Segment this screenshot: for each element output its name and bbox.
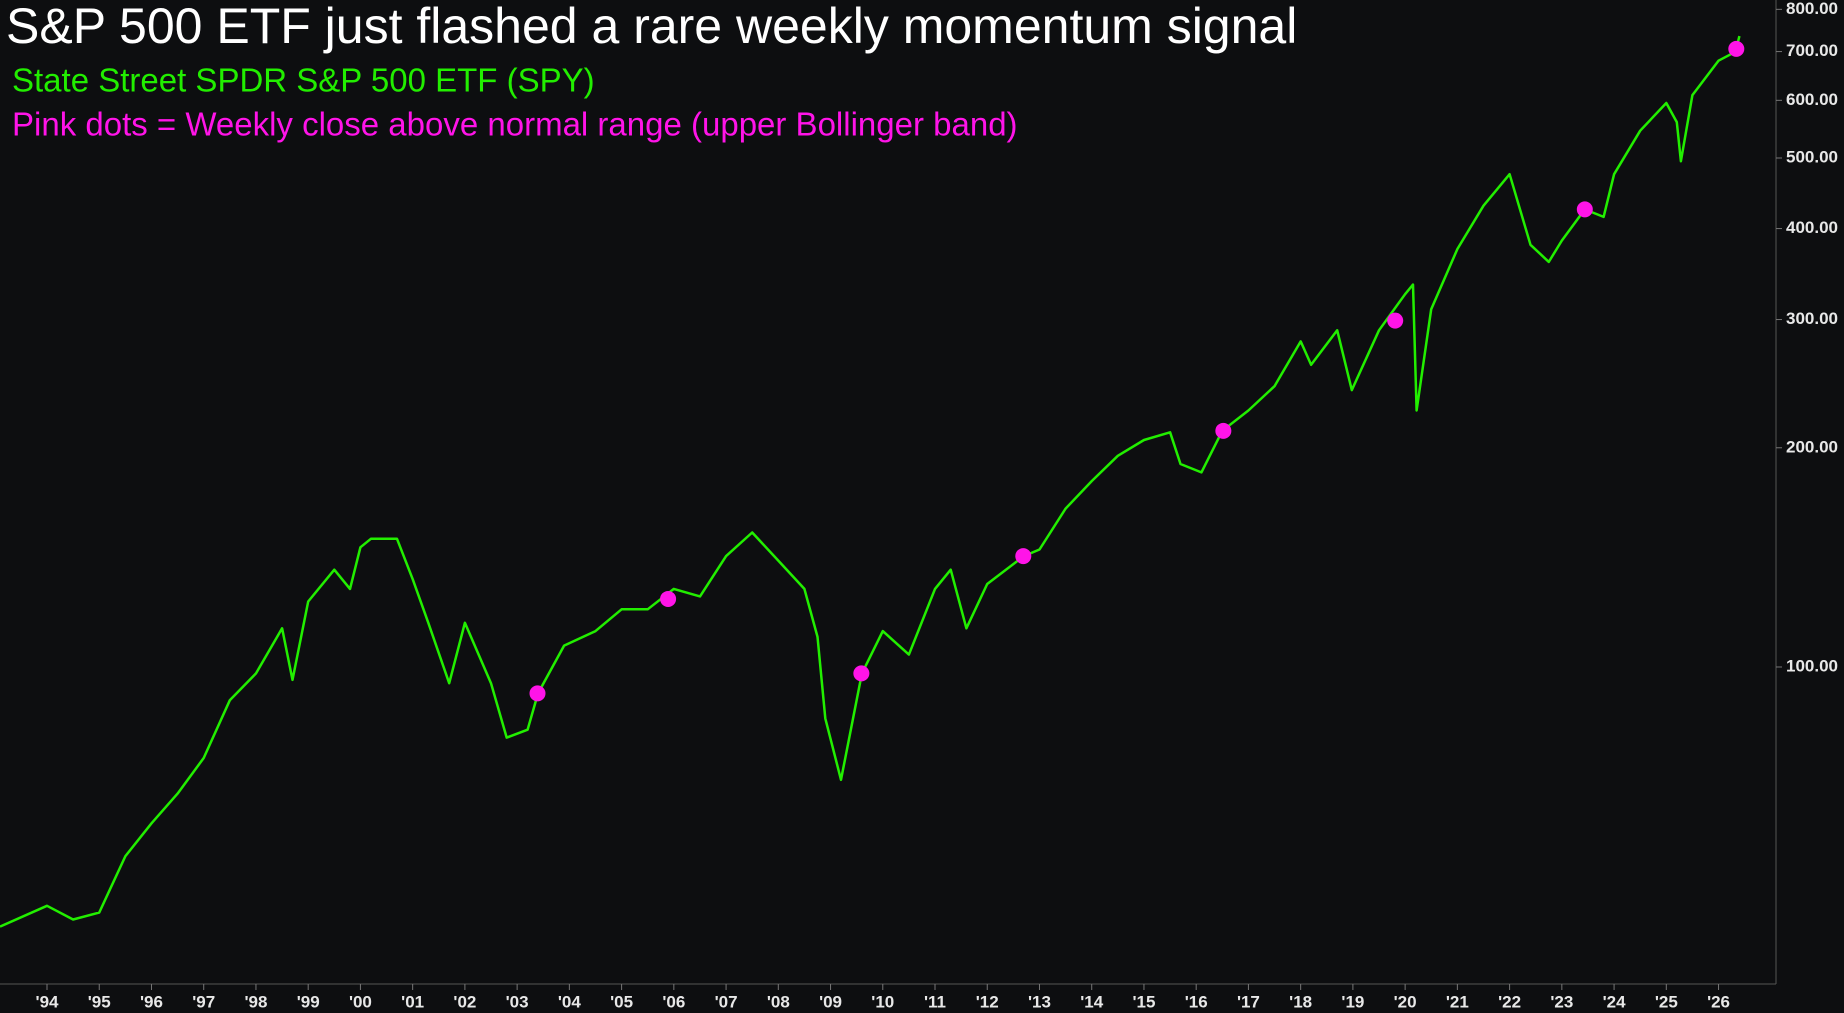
x-tick-label: '16 (1185, 992, 1208, 1011)
x-tick-label: '05 (610, 992, 633, 1011)
x-tick-label: '20 (1394, 992, 1417, 1011)
x-tick-label: '15 (1132, 992, 1155, 1011)
x-tick-label: '01 (401, 992, 424, 1011)
chart-title: S&P 500 ETF just flashed a rare weekly m… (6, 0, 1297, 54)
signal-dot (1215, 422, 1232, 439)
signal-dot (1015, 548, 1032, 565)
y-tick-label: 100.00 (1786, 656, 1838, 675)
x-tick-label: '21 (1446, 992, 1469, 1011)
signal-dot (529, 685, 546, 702)
x-tick-label: '97 (192, 992, 215, 1011)
y-tick-label: 700.00 (1786, 41, 1838, 60)
x-tick-label: '14 (1080, 992, 1103, 1011)
y-tick-label: 400.00 (1786, 218, 1838, 237)
x-tick-label: '12 (976, 992, 999, 1011)
legend-label: State Street SPDR S&P 500 ETF (SPY) (12, 62, 595, 99)
x-tick-label: '04 (558, 992, 581, 1011)
x-tick-label: '19 (1341, 992, 1364, 1011)
annotation: Pink dots = Weekly close above normal ra… (12, 106, 1018, 143)
signal-dot (1387, 312, 1404, 329)
y-tick-label: 300.00 (1786, 309, 1838, 328)
x-tick-label: '22 (1498, 992, 1521, 1011)
y-tick-label: 200.00 (1786, 437, 1838, 456)
x-tick-label: '94 (36, 992, 59, 1011)
x-tick-label: '00 (349, 992, 372, 1011)
y-tick-label: 500.00 (1786, 147, 1838, 166)
x-tick-label: '08 (767, 992, 790, 1011)
x-tick-label: '25 (1655, 992, 1678, 1011)
signal-dot (1728, 40, 1745, 57)
signal-dot (660, 590, 677, 607)
x-tick-label: '03 (506, 992, 529, 1011)
x-tick-label: '07 (715, 992, 738, 1011)
x-tick-label: '09 (819, 992, 842, 1011)
signal-dot (1576, 201, 1593, 218)
signal-dot (853, 665, 870, 682)
x-tick-label: '17 (1237, 992, 1260, 1011)
x-tick-label: '11 (924, 992, 946, 1011)
x-tick-label: '02 (453, 992, 476, 1011)
x-tick-label: '06 (662, 992, 685, 1011)
x-tick-label: '23 (1550, 992, 1573, 1011)
x-tick-label: '13 (1028, 992, 1051, 1011)
x-tick-label: '26 (1707, 992, 1730, 1011)
x-tick-label: '96 (140, 992, 163, 1011)
x-tick-label: '18 (1289, 992, 1312, 1011)
price-line (0, 35, 1741, 928)
y-tick-label: 600.00 (1786, 90, 1838, 109)
x-tick-label: '24 (1603, 992, 1626, 1011)
x-tick-label: '99 (297, 992, 320, 1011)
x-tick-label: '98 (244, 992, 267, 1011)
x-tick-label: '95 (88, 992, 111, 1011)
y-tick-label: 800.00 (1786, 0, 1838, 18)
x-tick-label: '10 (871, 992, 894, 1011)
